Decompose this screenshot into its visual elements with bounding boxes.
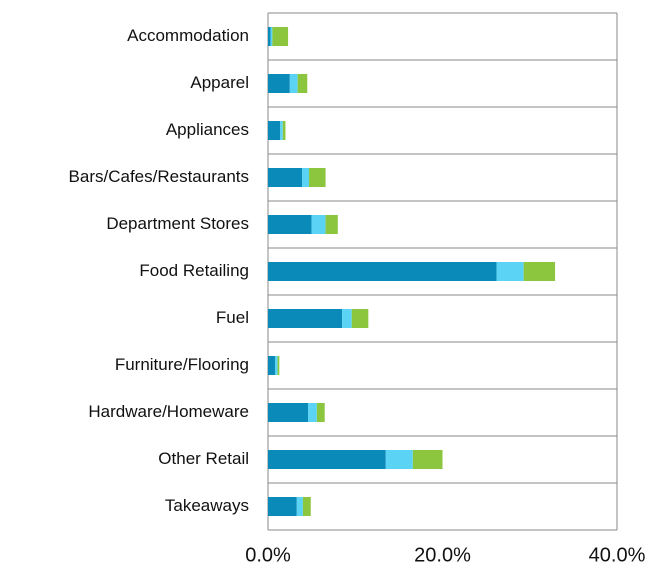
bar-segment	[268, 309, 343, 328]
y-tick-label: Other Retail	[158, 449, 249, 468]
bar-segment	[268, 168, 303, 187]
y-tick-label: Furniture/Flooring	[115, 355, 249, 374]
bar-segment	[268, 356, 275, 375]
x-tick-label: 40.0%	[589, 544, 646, 566]
bar-segment	[268, 74, 290, 93]
y-tick-label: Takeaways	[165, 496, 249, 515]
bar-segment	[309, 168, 326, 187]
bar-segment	[274, 356, 278, 375]
bar-segment	[302, 168, 310, 187]
y-tick-label: Appliances	[166, 120, 249, 139]
y-tick-label: Fuel	[216, 308, 249, 327]
bar-segment	[316, 403, 325, 422]
bar-segment	[523, 262, 556, 281]
bar-segment	[412, 450, 443, 469]
y-tick-label: Food Retailing	[139, 261, 249, 280]
y-tick-label: Bars/Cafes/Restaurants	[69, 167, 249, 186]
bar-segment	[308, 403, 317, 422]
bar-segment	[297, 74, 308, 93]
bar-segment	[268, 27, 271, 46]
bar-segment	[311, 215, 326, 234]
bar-segment	[325, 215, 338, 234]
bar-segment	[268, 215, 312, 234]
bar-segment	[289, 74, 298, 93]
y-tick-label: Hardware/Homeware	[88, 402, 249, 421]
bar-segment	[270, 27, 273, 46]
bar-segment	[268, 121, 281, 140]
y-tick-label: Department Stores	[106, 214, 249, 233]
y-tick-label: Accommodation	[127, 26, 249, 45]
bar-segment	[272, 27, 289, 46]
bar-segment	[268, 262, 497, 281]
bar-segment	[280, 121, 283, 140]
bar-segment	[496, 262, 524, 281]
bar-segment	[351, 309, 369, 328]
bar-segment	[342, 309, 352, 328]
bar-segment	[268, 497, 297, 516]
bar-segment	[282, 121, 286, 140]
bar-segment	[385, 450, 413, 469]
bar-segment	[296, 497, 303, 516]
y-tick-label: Apparel	[190, 73, 249, 92]
bar-segment	[277, 356, 280, 375]
bar-segment	[302, 497, 311, 516]
bar-segment	[268, 450, 386, 469]
x-tick-label: 0.0%	[245, 544, 291, 566]
x-tick-label: 20.0%	[414, 544, 471, 566]
bar-segment	[268, 403, 309, 422]
